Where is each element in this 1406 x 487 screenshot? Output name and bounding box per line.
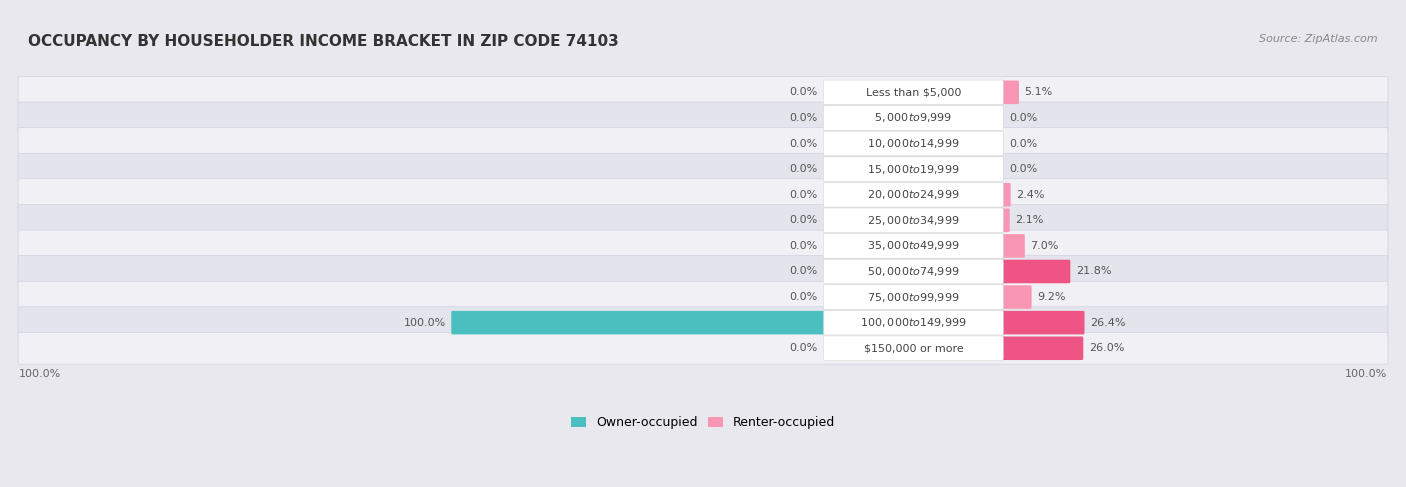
FancyBboxPatch shape (1001, 183, 1011, 206)
FancyBboxPatch shape (1001, 311, 1084, 335)
Text: 0.0%: 0.0% (790, 113, 818, 123)
Text: $35,000 to $49,999: $35,000 to $49,999 (868, 240, 960, 252)
Text: 0.0%: 0.0% (790, 190, 818, 200)
Text: Source: ZipAtlas.com: Source: ZipAtlas.com (1260, 34, 1378, 44)
Text: 0.0%: 0.0% (790, 266, 818, 277)
FancyBboxPatch shape (18, 153, 1388, 185)
Text: $15,000 to $19,999: $15,000 to $19,999 (868, 163, 960, 176)
Text: 0.0%: 0.0% (790, 164, 818, 174)
Text: 0.0%: 0.0% (790, 138, 818, 149)
FancyBboxPatch shape (1001, 80, 1019, 104)
Text: 0.0%: 0.0% (790, 343, 818, 353)
FancyBboxPatch shape (824, 157, 1004, 181)
Text: 0.0%: 0.0% (790, 292, 818, 302)
Text: $5,000 to $9,999: $5,000 to $9,999 (875, 112, 953, 125)
FancyBboxPatch shape (18, 205, 1388, 236)
FancyBboxPatch shape (824, 80, 1004, 105)
Text: $150,000 or more: $150,000 or more (863, 343, 963, 353)
FancyBboxPatch shape (1001, 234, 1025, 258)
FancyBboxPatch shape (1001, 260, 1070, 283)
Text: 100.0%: 100.0% (1344, 369, 1386, 379)
FancyBboxPatch shape (824, 234, 1004, 258)
FancyBboxPatch shape (824, 208, 1004, 233)
Text: 26.4%: 26.4% (1090, 318, 1126, 328)
FancyBboxPatch shape (824, 310, 1004, 335)
Text: 0.0%: 0.0% (790, 241, 818, 251)
Text: 5.1%: 5.1% (1025, 87, 1053, 97)
FancyBboxPatch shape (18, 128, 1388, 159)
Text: 0.0%: 0.0% (1010, 138, 1038, 149)
FancyBboxPatch shape (18, 76, 1388, 108)
Text: 2.4%: 2.4% (1017, 190, 1045, 200)
Text: 0.0%: 0.0% (1010, 113, 1038, 123)
Text: Less than $5,000: Less than $5,000 (866, 87, 962, 97)
FancyBboxPatch shape (18, 102, 1388, 134)
FancyBboxPatch shape (824, 131, 1004, 156)
Text: 26.0%: 26.0% (1088, 343, 1125, 353)
FancyBboxPatch shape (824, 285, 1004, 309)
Text: $20,000 to $24,999: $20,000 to $24,999 (868, 188, 960, 201)
Text: 0.0%: 0.0% (790, 87, 818, 97)
Text: 2.1%: 2.1% (1015, 215, 1043, 225)
FancyBboxPatch shape (18, 333, 1388, 364)
Text: $50,000 to $74,999: $50,000 to $74,999 (868, 265, 960, 278)
FancyBboxPatch shape (18, 256, 1388, 287)
Text: 0.0%: 0.0% (790, 215, 818, 225)
Text: 100.0%: 100.0% (404, 318, 446, 328)
Text: 9.2%: 9.2% (1038, 292, 1066, 302)
FancyBboxPatch shape (824, 183, 1004, 207)
Legend: Owner-occupied, Renter-occupied: Owner-occupied, Renter-occupied (567, 411, 839, 434)
Text: $100,000 to $149,999: $100,000 to $149,999 (860, 316, 967, 329)
FancyBboxPatch shape (824, 259, 1004, 284)
Text: 7.0%: 7.0% (1031, 241, 1059, 251)
FancyBboxPatch shape (1001, 337, 1083, 360)
Text: OCCUPANCY BY HOUSEHOLDER INCOME BRACKET IN ZIP CODE 74103: OCCUPANCY BY HOUSEHOLDER INCOME BRACKET … (28, 34, 619, 49)
FancyBboxPatch shape (18, 179, 1388, 210)
FancyBboxPatch shape (18, 281, 1388, 313)
Text: $10,000 to $14,999: $10,000 to $14,999 (868, 137, 960, 150)
FancyBboxPatch shape (1001, 285, 1032, 309)
Text: 100.0%: 100.0% (20, 369, 62, 379)
FancyBboxPatch shape (824, 106, 1004, 130)
FancyBboxPatch shape (824, 336, 1004, 360)
Text: $75,000 to $99,999: $75,000 to $99,999 (868, 291, 960, 303)
Text: $25,000 to $34,999: $25,000 to $34,999 (868, 214, 960, 227)
Text: 21.8%: 21.8% (1076, 266, 1112, 277)
FancyBboxPatch shape (18, 307, 1388, 338)
FancyBboxPatch shape (18, 230, 1388, 262)
FancyBboxPatch shape (451, 311, 825, 335)
FancyBboxPatch shape (1001, 208, 1010, 232)
Text: 0.0%: 0.0% (1010, 164, 1038, 174)
